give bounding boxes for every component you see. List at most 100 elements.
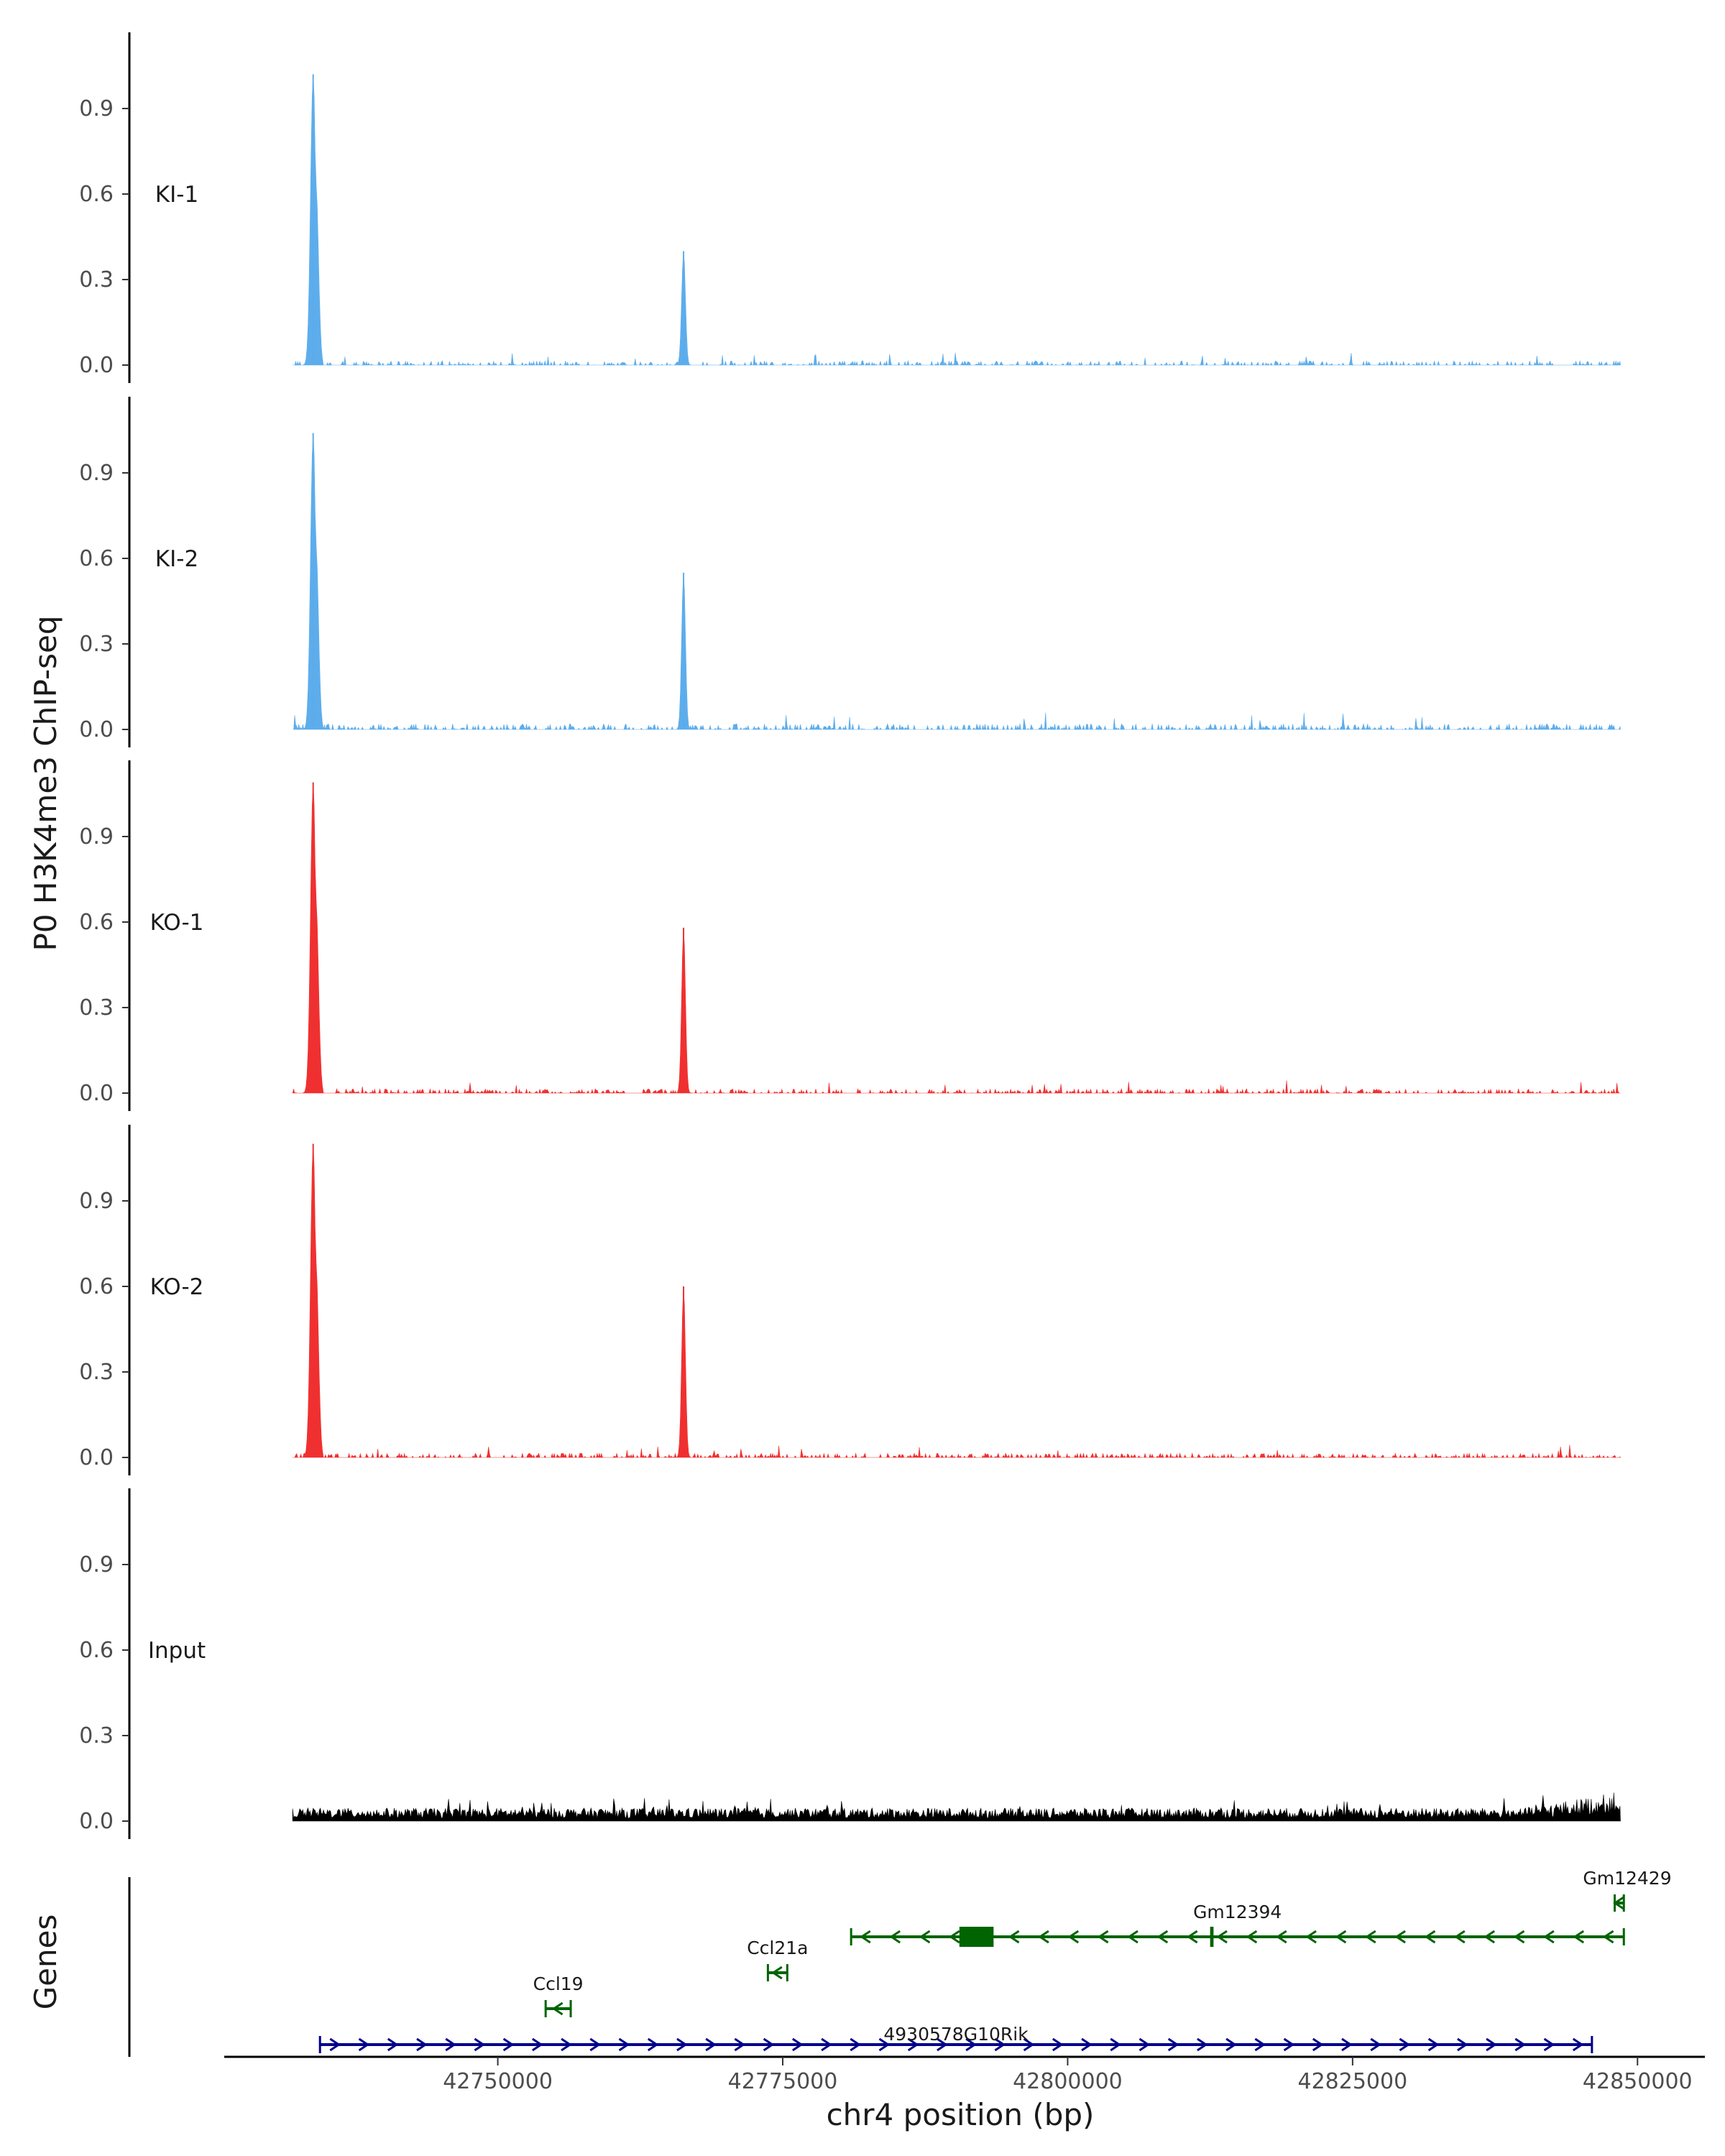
strand-chevron <box>358 2037 370 2052</box>
strand-chevron <box>561 2037 572 2052</box>
strand-chevron <box>1543 1930 1555 1944</box>
x-axis: 42750000 42775000 42800000 42825000 42850000 <box>224 2055 1705 2094</box>
strand-chevron <box>1225 2037 1237 2052</box>
strand-chevron <box>445 2037 456 2052</box>
y-tick-label: 0.6 <box>79 1638 114 1663</box>
strand-chevron <box>1484 1930 1496 1944</box>
strand-chevron <box>919 1930 931 1944</box>
strand-chevron <box>1424 1930 1436 1944</box>
strand-chevron <box>1370 2037 1381 2052</box>
x-tick-label: 42750000 <box>443 2069 553 2094</box>
strand-chevron <box>532 2037 543 2052</box>
gene-exon <box>959 1927 994 1947</box>
y-tick-label: 0.0 <box>79 1445 114 1470</box>
y-tick-label: 0.3 <box>79 1360 114 1385</box>
x-tick-label: 42775000 <box>728 2069 838 2094</box>
x-tick-label: 42825000 <box>1298 2069 1408 2094</box>
strand-chevron <box>1283 2037 1295 2052</box>
track-label: KO-1 <box>150 910 204 936</box>
y-tick-label: 0.3 <box>79 1723 114 1749</box>
strand-chevron <box>965 2037 977 2052</box>
strand-chevron <box>1513 1930 1525 1944</box>
track-label: Input <box>148 1638 206 1664</box>
strand-chevron <box>878 2037 891 2052</box>
x-tick-label: 42800000 <box>1013 2069 1123 2094</box>
gene-annotation-panel: Gm12429 Gm12394 Ccl21a Ccl19 4930578G10Rik <box>128 1868 1672 2057</box>
strand-chevron <box>1573 1930 1585 1944</box>
strand-chevron <box>387 2037 399 2052</box>
strand-chevron <box>791 2037 804 2052</box>
x-tick-label: 42850000 <box>1583 2069 1693 2094</box>
strand-chevron <box>994 2037 1006 2052</box>
genes-axis-title: Genes <box>28 1915 63 2010</box>
strand-chevron <box>1613 1896 1624 1910</box>
gene-gm12394: Gm12394 <box>850 1902 1625 1947</box>
track-ko-2: 0.0 0.3 0.6 0.9 KO-2 <box>79 1125 1622 1475</box>
y-tick-label: 0.3 <box>79 632 114 657</box>
y-tick-label: 0.0 <box>79 353 114 378</box>
y-axis-title: P0 H3K4me3 ChIP-seq <box>28 615 63 951</box>
strand-chevron <box>1246 1930 1258 1944</box>
signal-area <box>293 74 1621 367</box>
strand-chevron <box>1341 2037 1353 2052</box>
y-tick-label: 0.6 <box>79 182 114 207</box>
gene-ccl19: Ccl19 <box>533 1973 584 2017</box>
strand-chevron <box>821 2037 832 2052</box>
track-label: KO-2 <box>150 1274 204 1300</box>
track-input: 0.0 0.3 0.6 0.9 Input <box>79 1488 1621 1839</box>
strand-chevron <box>907 2037 919 2052</box>
y-tick-label: 0.9 <box>79 1552 114 1577</box>
signal-area <box>292 1792 1621 1822</box>
gene-label: Ccl19 <box>533 1973 584 1994</box>
strand-chevron <box>1394 1930 1406 1944</box>
y-tick-label: 0.9 <box>79 1189 114 1214</box>
y-tick-label: 0.6 <box>79 1274 114 1299</box>
y-tick-label: 0.0 <box>79 1081 114 1106</box>
strand-chevron <box>1543 2037 1555 2052</box>
strand-chevron <box>1097 1930 1109 1944</box>
strand-chevron <box>937 2037 948 2052</box>
strand-chevron <box>1156 1930 1169 1944</box>
track-ki-2: 0.0 0.3 0.6 0.9 KI-2 <box>79 397 1621 747</box>
gene-gm12429: Gm12429 <box>1583 1868 1672 1912</box>
strand-chevron <box>1023 2037 1035 2052</box>
track-ki-1: 0.0 0.3 0.6 0.9 KI-1 <box>79 32 1621 383</box>
strand-chevron <box>705 2037 717 2052</box>
strand-chevron <box>1067 1930 1080 1944</box>
strand-chevron <box>1454 1930 1466 1944</box>
strand-chevron <box>949 1930 960 1944</box>
strand-chevron <box>676 2037 688 2052</box>
strand-chevron <box>1052 2037 1064 2052</box>
strand-chevron <box>771 1966 783 1980</box>
signal-area <box>293 1143 1622 1459</box>
strand-chevron <box>589 2037 601 2052</box>
strand-chevron <box>647 2037 659 2052</box>
strand-chevron <box>329 2037 341 2052</box>
strand-chevron <box>1127 1930 1138 1944</box>
gene-label: Ccl21a <box>747 1938 808 1958</box>
strand-chevron <box>1335 1930 1347 1944</box>
strand-chevron <box>1427 2037 1440 2052</box>
y-tick-label: 0.3 <box>79 995 114 1021</box>
strand-chevron <box>502 2037 515 2052</box>
gene-label: Gm12394 <box>1193 1902 1282 1922</box>
gene-label: Gm12429 <box>1583 1868 1671 1889</box>
y-tick-label: 0.0 <box>79 1809 114 1834</box>
signal-area <box>293 433 1621 731</box>
x-axis-title: chr4 position (bp) <box>827 2097 1095 2132</box>
track-label: KI-2 <box>155 546 198 572</box>
strand-chevron <box>1365 1930 1376 1944</box>
y-tick-label: 0.6 <box>79 546 114 571</box>
strand-chevron <box>1276 1930 1287 1944</box>
strand-chevron <box>1399 2037 1411 2052</box>
y-tick-label: 0.3 <box>79 267 114 292</box>
signal-area <box>292 782 1621 1095</box>
strand-chevron <box>1186 1930 1198 1944</box>
gene-4930578g10rik: 4930578G10Rik <box>318 2024 1593 2053</box>
signal-tracks: 0.00.30.60.9KI-10.00.30.60.9KI-20.00.30.… <box>79 32 1622 1839</box>
strand-chevron <box>1038 1930 1049 1944</box>
y-tick-label: 0.6 <box>79 910 114 935</box>
strand-chevron <box>1197 2037 1208 2052</box>
strand-chevron <box>551 2001 564 2016</box>
